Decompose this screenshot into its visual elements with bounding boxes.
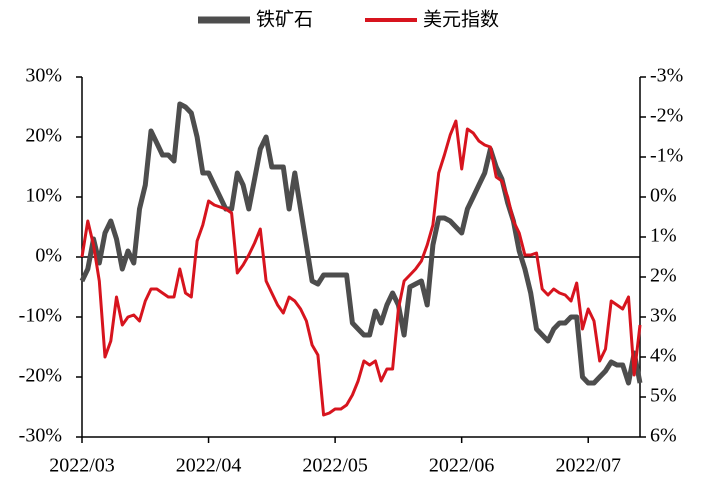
- y-tick-label: 0%: [35, 245, 62, 267]
- legend-label: 铁矿石: [256, 9, 313, 31]
- y2-tick-label: 5%: [650, 385, 677, 407]
- y2-tick-label: 6%: [650, 425, 677, 447]
- legend-label: 美元指数: [423, 9, 499, 31]
- y2-tick-label: 0%: [650, 185, 677, 207]
- y-tick-label: 20%: [25, 125, 62, 147]
- y-tick-label: 10%: [25, 185, 62, 207]
- x-tick-label: 2022/04: [176, 455, 242, 477]
- series-line: [79, 101, 643, 386]
- x-tick-label: 2022/03: [49, 455, 115, 477]
- y2-tick-label: 3%: [650, 305, 677, 327]
- y2-tick-label: -1%: [650, 145, 683, 167]
- y-tick-label: -10%: [19, 305, 62, 327]
- series-line: [80, 119, 642, 417]
- y2-tick-label: 2%: [650, 265, 677, 287]
- y-tick-label: -20%: [19, 365, 62, 387]
- x-tick-label: 2022/05: [302, 455, 368, 477]
- x-tick-label: 2022/06: [429, 455, 495, 477]
- y2-tick-label: 1%: [650, 225, 677, 247]
- y-tick-label: -30%: [19, 425, 62, 447]
- y-tick-label: 30%: [25, 65, 62, 87]
- y2-tick-label: -3%: [650, 65, 683, 87]
- y2-tick-label: -2%: [650, 105, 683, 127]
- y2-tick-label: 4%: [650, 345, 677, 367]
- x-tick-label: 2022/07: [555, 455, 621, 477]
